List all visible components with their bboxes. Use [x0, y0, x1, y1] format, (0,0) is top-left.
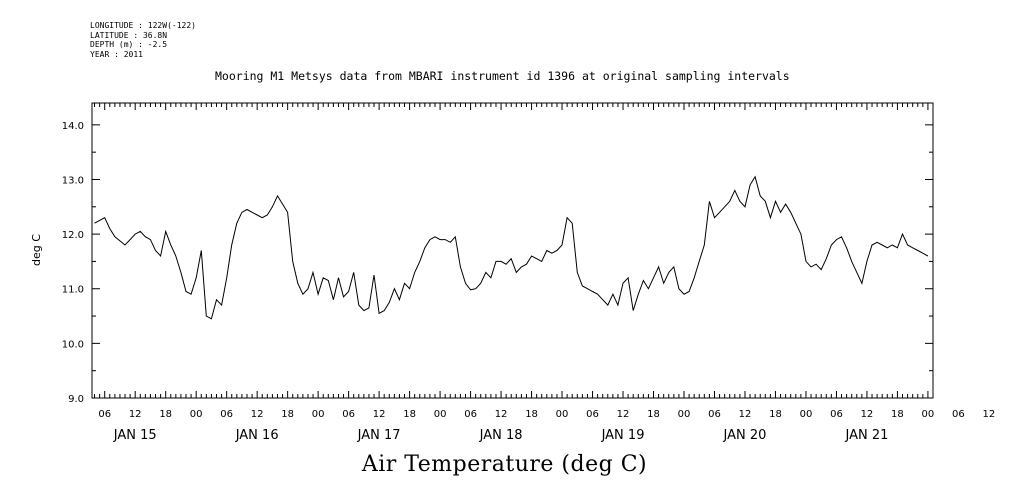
air-temperature-line: [94, 175, 929, 320]
x-hour-label: 00: [922, 409, 935, 420]
x-day-label: JAN 19: [601, 428, 645, 443]
x-hour-label: 00: [434, 409, 447, 420]
plot-frame: [91, 102, 934, 399]
x-hour-label: 00: [800, 409, 813, 420]
x-hour-label: 06: [342, 409, 355, 420]
x-hour-label: 06: [708, 409, 721, 420]
x-hour-label: 06: [464, 409, 477, 420]
x-axis: 06 12 18 00 06 12 18 00 06 12 18 00 06 12 18 00 06 12 18 00…: [94, 103, 996, 443]
x-hour-label: 12: [861, 409, 874, 420]
y-tick-label: 11.0: [62, 285, 84, 296]
x-day-label: JAN 17: [357, 428, 401, 443]
x-hour-label: 06: [952, 409, 965, 420]
x-hour-label: 00: [312, 409, 325, 420]
x-hour-label: 18: [403, 409, 416, 420]
x-hour-label: 12: [739, 409, 752, 420]
y-tick-label: 12.0: [62, 230, 84, 241]
x-hour-label: 12: [983, 409, 996, 420]
y-tick-label: 10.0: [62, 339, 84, 350]
y-tick-label: 14.0: [62, 121, 84, 132]
x-hour-label: 12: [373, 409, 386, 420]
x-hour-label: 18: [525, 409, 538, 420]
longitude-label: LONGITUDE : 122W(-122): [90, 21, 196, 30]
x-hour-label: 18: [647, 409, 660, 420]
y-axis: 9.0 10.0 11.0 12.0 13.0 14.0: [62, 121, 933, 405]
x-day-label: JAN 20: [723, 428, 767, 443]
mooring-metadata: LONGITUDE : 122W(-122) LATITUDE : 36.8N …: [90, 21, 196, 59]
x-day-label: JAN 18: [479, 428, 523, 443]
x-hour-label: 18: [281, 409, 294, 420]
x-hour-label: 12: [495, 409, 508, 420]
y-tick-label: 9.0: [68, 394, 84, 405]
x-hour-label: 12: [617, 409, 630, 420]
x-axis-title: Air Temperature (deg C): [361, 452, 648, 477]
x-day-label: JAN 16: [235, 428, 279, 443]
x-hour-label: 18: [769, 409, 782, 420]
depth-label: DEPTH (m) : -2.5: [90, 40, 168, 49]
x-hour-label: 12: [251, 409, 264, 420]
y-axis-label: deg C: [30, 234, 43, 266]
x-hour-label: 12: [129, 409, 142, 420]
x-hour-label: 00: [556, 409, 569, 420]
chart-title: Mooring M1 Metsys data from MBARI instru…: [215, 69, 790, 83]
x-hour-label: 18: [891, 409, 904, 420]
y-tick-label: 13.0: [62, 175, 84, 186]
x-hour-label: 06: [98, 409, 111, 420]
x-day-label: JAN 21: [844, 428, 888, 443]
year-label: YEAR : 2011: [90, 49, 143, 59]
x-hour-label: 06: [586, 409, 599, 420]
x-hour-label: 18: [159, 409, 172, 420]
x-hour-label: 06: [220, 409, 233, 420]
latitude-label: LATITUDE : 36.8N: [90, 30, 168, 40]
x-hour-label: 00: [678, 409, 691, 420]
x-hour-label: 00: [190, 409, 203, 420]
x-hour-label: 06: [830, 409, 843, 420]
x-day-label: JAN 15: [113, 428, 157, 443]
